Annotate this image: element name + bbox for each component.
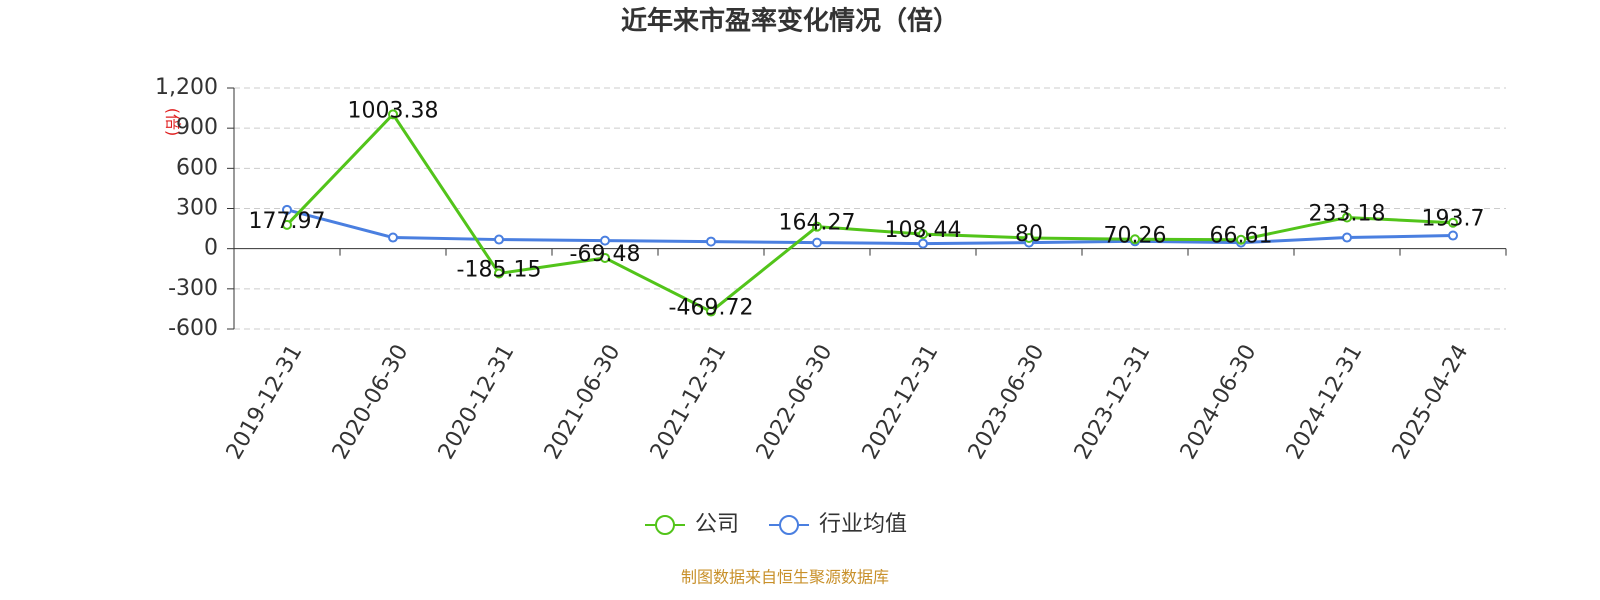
data-label: -185.15 xyxy=(457,257,542,282)
data-point xyxy=(918,238,928,249)
y-tick-label: 300 xyxy=(176,196,218,221)
y-axis-label: (倍) xyxy=(164,108,183,137)
y-tick-label: -300 xyxy=(168,276,218,301)
data-point xyxy=(1236,234,1246,245)
x-tick-label: 2020-12-31 xyxy=(434,341,520,464)
data-label: 108.44 xyxy=(885,218,962,243)
x-tick-label: 2019-12-31 xyxy=(222,341,308,464)
x-tick-label: 2024-12-31 xyxy=(1282,341,1368,464)
x-tick-label: 2021-06-30 xyxy=(540,341,626,464)
data-point xyxy=(1130,234,1140,245)
data-label: 164.27 xyxy=(779,211,856,236)
x-tick-label: 2023-06-30 xyxy=(964,341,1050,464)
data-point xyxy=(282,204,292,215)
series-line xyxy=(285,111,1454,314)
data-point xyxy=(706,236,716,247)
data-point xyxy=(388,232,398,243)
x-tick-label: 2021-12-31 xyxy=(646,341,732,464)
y-tick-label: 0 xyxy=(204,236,218,261)
legend-label: 行业均值 xyxy=(819,512,907,537)
data-label: 1003.38 xyxy=(348,98,439,123)
x-tick-label: 2020-06-30 xyxy=(328,341,414,464)
data-point xyxy=(1448,230,1458,241)
x-tick-label: 2022-06-30 xyxy=(752,341,838,464)
data-point xyxy=(388,109,398,120)
y-tick-label: 1,200 xyxy=(155,75,218,100)
data-label: 177.97 xyxy=(249,209,326,234)
data-label: 70.26 xyxy=(1104,223,1167,248)
y-tick-label: -600 xyxy=(168,316,218,341)
data-label: 193.7 xyxy=(1422,207,1485,232)
x-tick-label: 2023-12-31 xyxy=(1070,341,1156,464)
source-note: 制图数据来自恒生聚源数据库 xyxy=(681,568,889,587)
data-point xyxy=(600,252,610,263)
data-point xyxy=(1342,212,1352,223)
data-label: 233.18 xyxy=(1309,201,1386,226)
legend-label: 公司 xyxy=(695,512,739,537)
y-tick-label: 600 xyxy=(176,155,218,180)
data-point xyxy=(706,306,716,317)
data-point xyxy=(918,229,928,240)
data-point xyxy=(812,237,822,248)
data-point xyxy=(1024,232,1034,243)
data-label: -69.48 xyxy=(570,242,641,267)
data-point xyxy=(1448,217,1458,228)
chart-title: 近年来市盈率变化情况（倍） xyxy=(621,6,959,37)
data-point xyxy=(600,235,610,246)
data-point xyxy=(1342,232,1352,243)
data-label: 80 xyxy=(1015,222,1043,247)
data-point xyxy=(494,268,504,279)
data-label: 66.61 xyxy=(1210,224,1273,249)
x-tick-label: 2024-06-30 xyxy=(1176,341,1262,464)
data-point xyxy=(812,221,822,232)
data-point xyxy=(282,219,292,230)
series-line xyxy=(286,208,1454,246)
legend-marker xyxy=(655,515,675,535)
x-tick-label: 2022-12-31 xyxy=(858,341,944,464)
legend-marker xyxy=(779,515,800,535)
data-point xyxy=(494,234,504,245)
x-tick-label: 2025-04-24 xyxy=(1388,341,1474,464)
data-label: -469.72 xyxy=(669,296,754,321)
y-tick-label: 900 xyxy=(176,115,218,140)
